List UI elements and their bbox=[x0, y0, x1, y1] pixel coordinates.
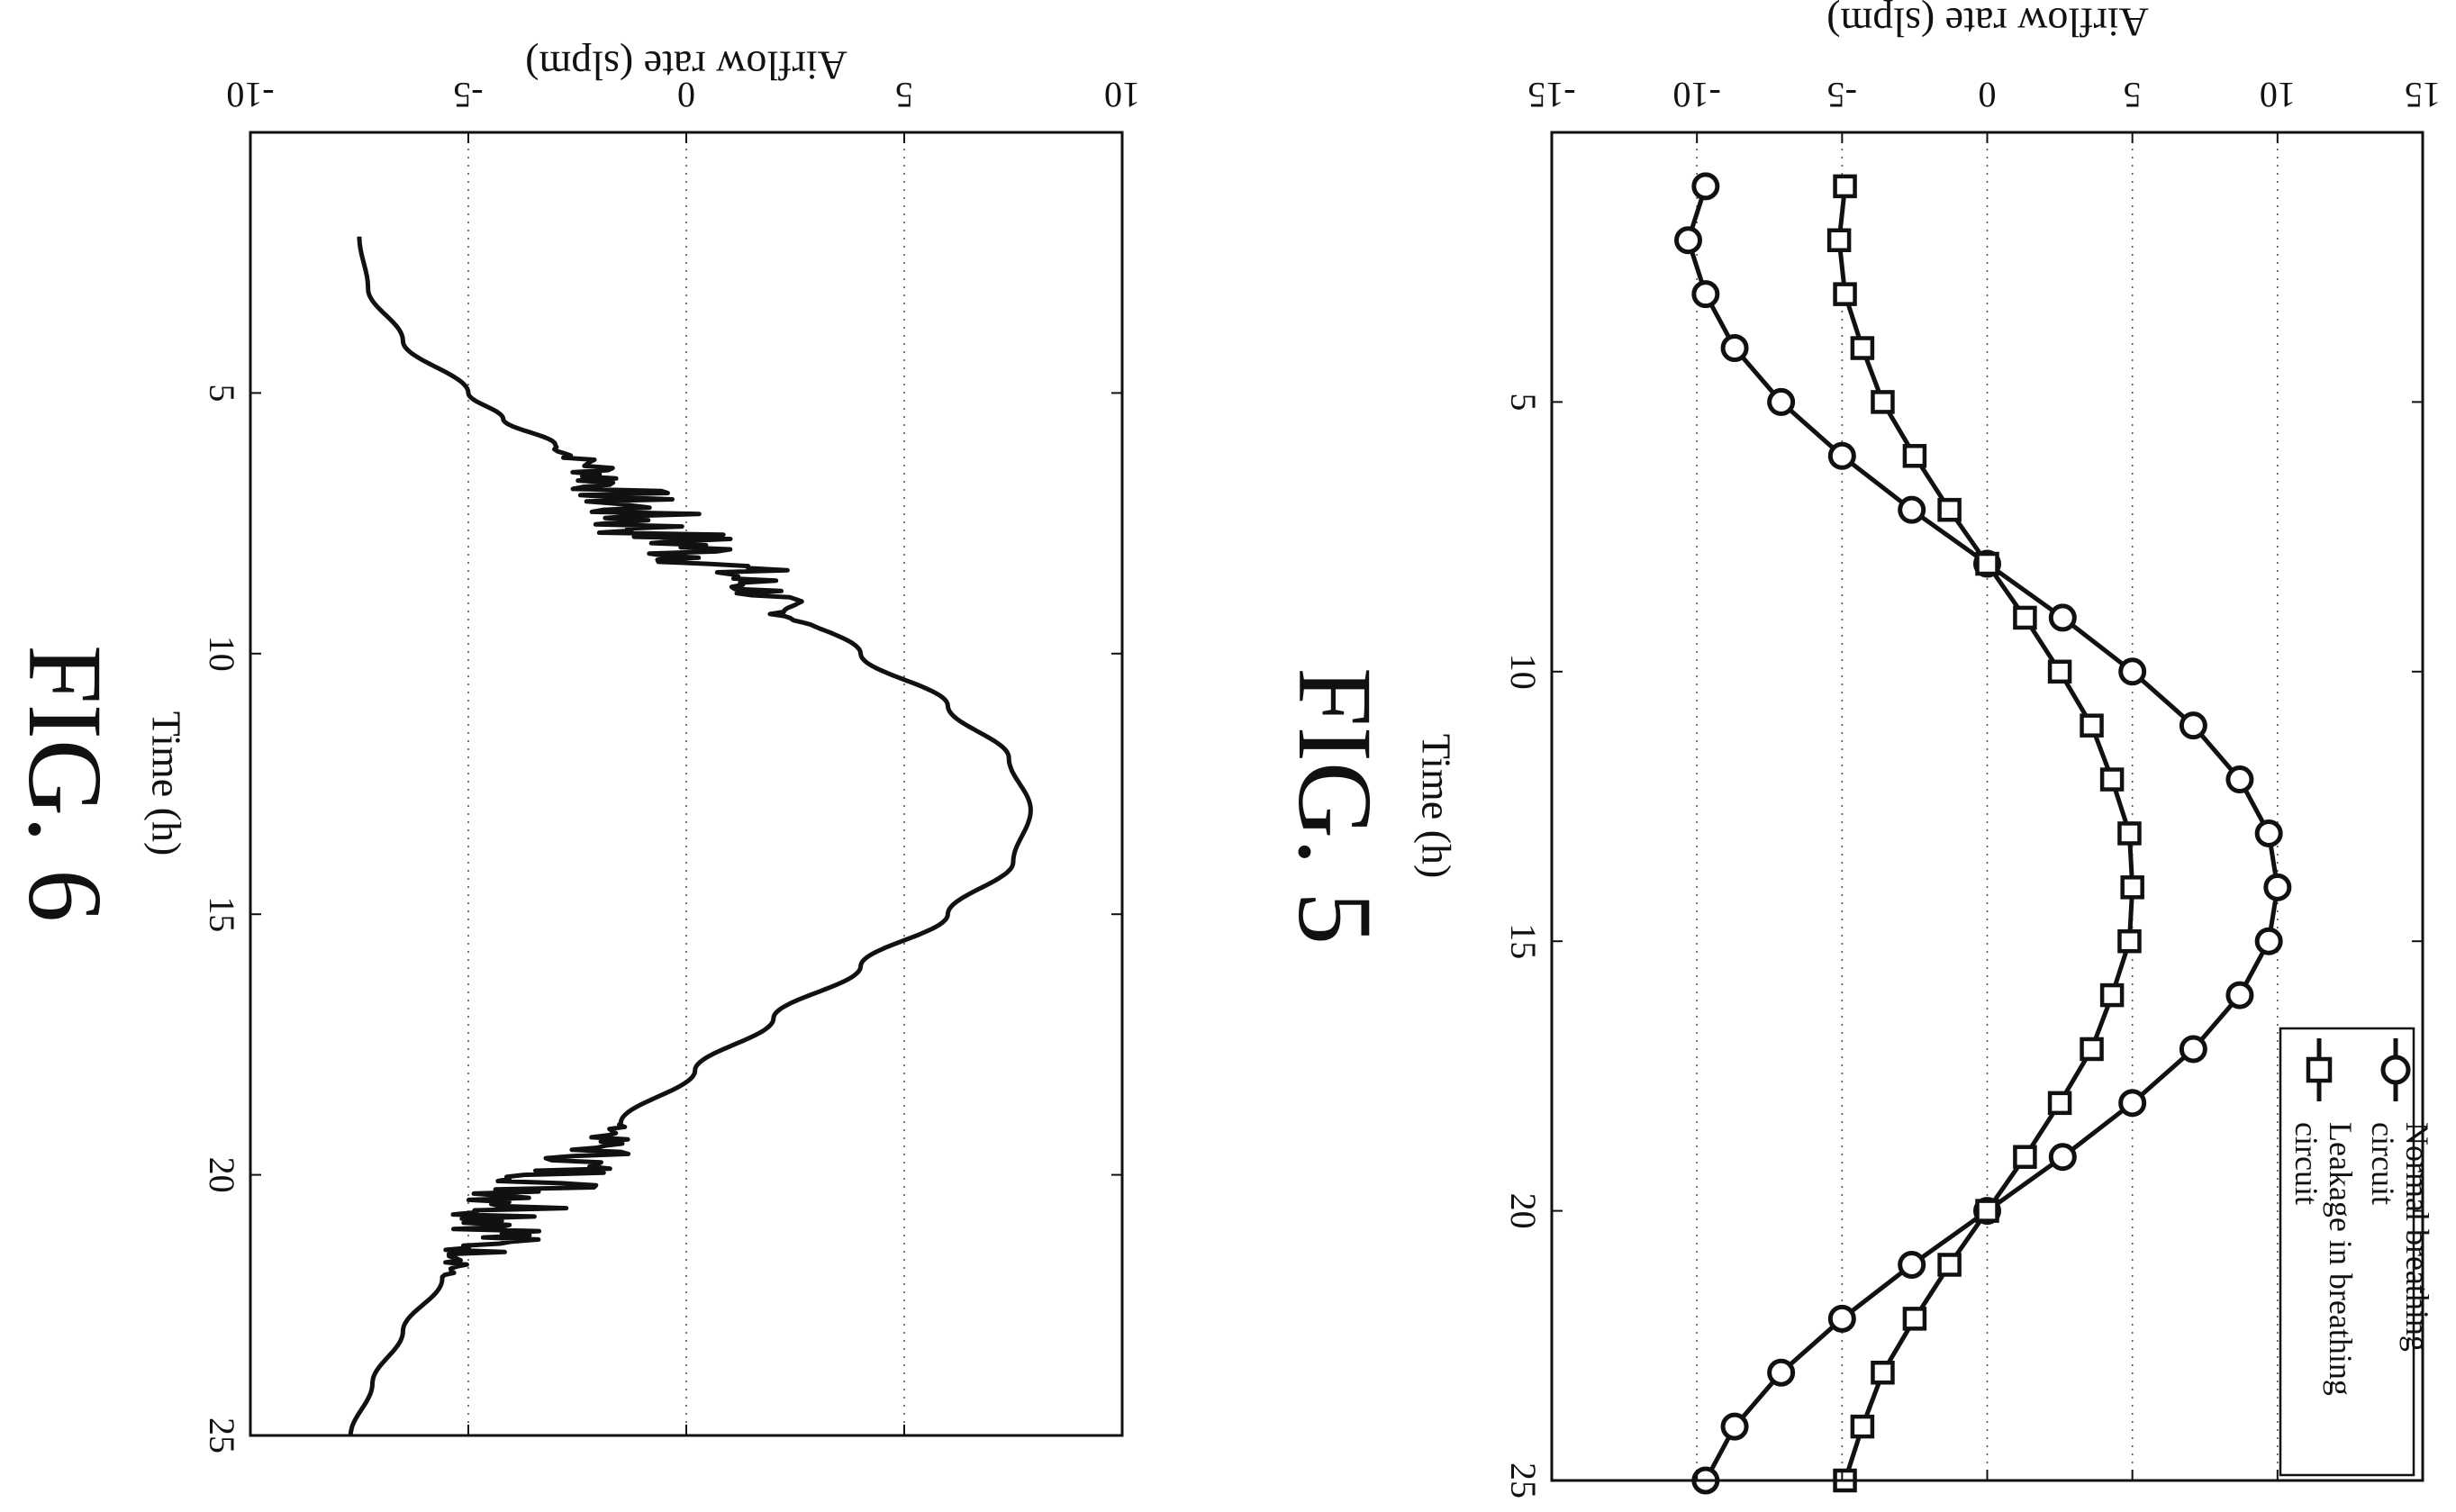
fig5-leakage-point bbox=[1850, 336, 1875, 360]
fig5-leakage-point bbox=[2013, 1145, 2037, 1169]
fig5-leakage-point bbox=[2080, 713, 2104, 738]
fig5-normal-point bbox=[1827, 441, 1856, 470]
fig5-series-line-normal bbox=[1686, 186, 2280, 1482]
fig6-series-group bbox=[348, 236, 1033, 1436]
fig5-legend-normal-label-2: circuit bbox=[2365, 1122, 2401, 1205]
fig6-y-axis-title: Airflow rate (slpm) bbox=[525, 42, 847, 88]
fig5-normal-point bbox=[2179, 1035, 2207, 1064]
fig6-y-tick-label: 10 bbox=[1104, 75, 1140, 115]
fig5-gridlines bbox=[1696, 132, 2279, 1480]
fig5-ticks: -15 -10 -5 0 5 10 15 5 10 15 20 25 bbox=[1503, 75, 2441, 1498]
fig5-y-tick-label: 0 bbox=[1979, 75, 1997, 115]
fig6-y-tick-label: -10 bbox=[226, 75, 274, 115]
fig5-legend-normal-label-1: Normal breathing bbox=[2399, 1122, 2435, 1352]
fig5-legend-leakage-marker bbox=[2306, 1056, 2333, 1083]
fig5-leakage-point bbox=[2080, 1037, 2104, 1062]
fig5-y-axis-title: Airflow rate (slpm) bbox=[1826, 0, 2149, 45]
fig5-normal-point bbox=[2254, 819, 2283, 847]
fig5-normal-point bbox=[2118, 1089, 2147, 1118]
fig5-legend-normal-marker bbox=[2380, 1055, 2411, 1085]
fig5-leakage-point bbox=[1937, 497, 1962, 522]
fig5-normal-point bbox=[1691, 172, 1720, 201]
fig6-x-tick-label: 20 bbox=[202, 1157, 242, 1193]
fig5-leakage-point bbox=[1871, 1360, 1895, 1385]
fig5-leakage-point bbox=[2099, 982, 2125, 1008]
fig5-leakage-point bbox=[2117, 821, 2142, 846]
fig5-leakage-point bbox=[1975, 551, 1999, 576]
fig5-x-tick-label: 10 bbox=[1503, 654, 1544, 690]
fig5-normal-point bbox=[2118, 657, 2147, 686]
fig6-figure-label: FIG. 6 bbox=[6, 645, 124, 922]
fig5-x-tick-label: 20 bbox=[1503, 1193, 1544, 1229]
fig5-normal-point bbox=[2225, 981, 2254, 1010]
fig5-leakage-point bbox=[2120, 875, 2144, 900]
fig5-normal-point bbox=[1767, 1358, 1796, 1387]
fig5-normal-point bbox=[1827, 1304, 1856, 1333]
fig5-leakage-point bbox=[1826, 228, 1852, 253]
fig6-y-tick-label: -5 bbox=[453, 75, 483, 115]
fig5-normal-point bbox=[2263, 873, 2292, 901]
fig5-normal-point bbox=[1720, 1412, 1749, 1441]
fig5-normal-point bbox=[1898, 1250, 1926, 1279]
fig5-leakage-point bbox=[1850, 1414, 1875, 1439]
fig6-x-tick-label: 10 bbox=[202, 636, 242, 672]
fig5-y-tick-label: -5 bbox=[1827, 75, 1857, 115]
fig5-normal-point bbox=[1691, 280, 1720, 309]
fig5-x-axis-title: Time (h) bbox=[1413, 734, 1459, 879]
fig5-leakage-point bbox=[2117, 928, 2142, 954]
fig5-leakage-point bbox=[2047, 1091, 2072, 1116]
fig5-leakage-point bbox=[2013, 605, 2037, 630]
fig5-normal-point bbox=[1898, 495, 1926, 524]
fig5-leakage-point bbox=[1937, 1253, 1962, 1277]
fig5-y-tick-label: 10 bbox=[2260, 75, 2296, 115]
fig6-chart: -10 -5 0 5 10 5 10 15 20 25 Airflow rate (slpm) T… bbox=[6, 42, 1140, 1453]
fig5-leakage-point bbox=[1871, 390, 1895, 414]
fig5-leakage-point bbox=[1833, 174, 1857, 199]
fig5-y-tick-label: 5 bbox=[2124, 75, 2142, 115]
fig5-normal-point bbox=[2179, 711, 2207, 740]
fig6-x-tick-label: 15 bbox=[202, 896, 242, 932]
fig5-series-group bbox=[1673, 172, 2292, 1495]
fig6-y-tick-label: 5 bbox=[895, 75, 913, 115]
fig6-x-tick-label: 25 bbox=[202, 1417, 242, 1453]
fig5-x-tick-label: 25 bbox=[1503, 1462, 1544, 1498]
fig5-leakage-point bbox=[1902, 444, 1927, 468]
fig6-y-tick-label: 0 bbox=[677, 75, 695, 115]
fig5-leakage-point bbox=[1975, 1199, 1999, 1223]
fig5-legend-leakage-label-2: circuit bbox=[2288, 1122, 2325, 1205]
fig5-leakage-point bbox=[2099, 767, 2125, 792]
fig5-leakage-point bbox=[2047, 659, 2072, 684]
fig5-y-tick-label: 15 bbox=[2405, 75, 2441, 115]
fig5-leakage-point bbox=[1902, 1307, 1927, 1331]
fig5-normal-point bbox=[1767, 387, 1796, 416]
fig5-legend: Normal breathing circuit Leakage in brea… bbox=[2279, 1027, 2435, 1477]
fig5-figure-label: FIG. 5 bbox=[1276, 667, 1394, 945]
fig5-x-tick-label: 15 bbox=[1503, 923, 1544, 959]
fig5-legend-leakage-label-1: Leakage in breathing bbox=[2323, 1122, 2359, 1396]
fig5-legend-box bbox=[2279, 1027, 2415, 1477]
fig5-leakage-point bbox=[1833, 282, 1857, 306]
fig6-ticks: -10 -5 0 5 10 5 10 15 20 25 bbox=[202, 75, 1140, 1453]
fig5-y-tick-label: -15 bbox=[1527, 75, 1575, 115]
fig6-x-tick-label: 5 bbox=[202, 384, 242, 402]
fig5-normal-point bbox=[2048, 603, 2077, 632]
fig5-normal-point bbox=[1673, 226, 1702, 255]
fig5-normal-point bbox=[2254, 927, 2283, 955]
fig5-normal-point bbox=[2225, 765, 2254, 794]
fig5-y-tick-label: -10 bbox=[1673, 75, 1721, 115]
fig6-x-axis-title: Time (h) bbox=[143, 711, 189, 856]
fig5-normal-point bbox=[1720, 334, 1749, 363]
fig5-normal-point bbox=[2048, 1143, 2077, 1172]
fig6-series-line bbox=[348, 236, 1033, 1436]
fig5-chart: -15 -10 -5 0 5 10 15 5 10 15 20 25 Airflow rate (sl… bbox=[1276, 0, 2441, 1498]
fig5-x-tick-label: 5 bbox=[1503, 393, 1544, 411]
